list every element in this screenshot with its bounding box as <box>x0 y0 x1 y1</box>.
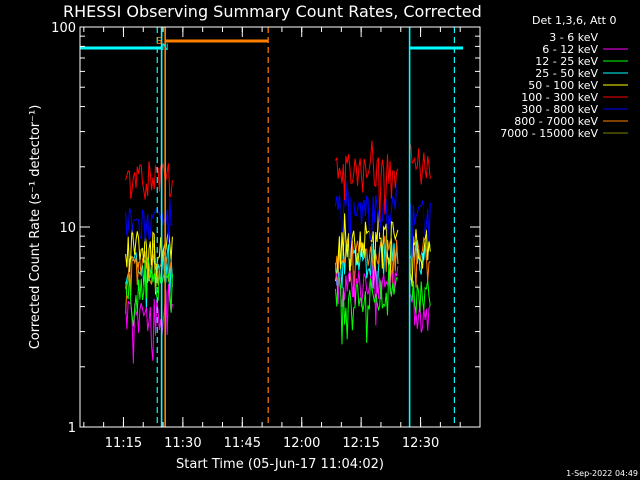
series-trace <box>335 181 399 259</box>
x-tick-label: 11:30 <box>164 436 201 451</box>
legend-label: 100 - 300 keV <box>521 91 598 104</box>
x-tick-label: 11:15 <box>105 436 142 451</box>
chart-title: RHESSI Observing Summary Count Rates, Co… <box>63 2 482 21</box>
y-tick-label: 1 <box>68 421 76 436</box>
x-tick-label: 11:45 <box>224 436 261 451</box>
status-flag: S <box>156 36 162 47</box>
legend-label: 3 - 6 keV <box>549 31 598 44</box>
legend-label: 12 - 25 keV <box>535 55 598 68</box>
legend-label: 800 - 7000 keV <box>514 115 598 128</box>
legend-label: 7000 - 15000 keV <box>500 127 598 140</box>
x-axis-label: Start Time (05-Jun-17 11:04:02) <box>176 457 384 472</box>
series-trace <box>410 229 431 287</box>
x-axis: 11:15 11:30 11:45 12:00 12:15 12:30 <box>83 27 461 451</box>
plot-timestamp: 1-Sep-2022 04:49 <box>566 469 638 478</box>
legend-label: 50 - 100 keV <box>528 79 598 92</box>
y-axis: 1 10 100 <box>51 21 480 436</box>
series-trace <box>335 211 399 289</box>
x-tick-label: 12:15 <box>342 436 379 451</box>
legend-title: Det 1,3,6, Att 0 <box>532 14 616 27</box>
x-tick-label: 12:30 <box>402 436 439 451</box>
plot-area: SN <box>80 27 464 427</box>
series-trace <box>335 264 399 345</box>
series-trace <box>410 200 431 258</box>
series-trace <box>410 280 431 315</box>
series-trace <box>410 177 431 228</box>
legend-label: 25 - 50 keV <box>535 67 598 80</box>
status-flag: N <box>162 43 169 53</box>
series-trace <box>410 288 431 333</box>
x-tick-label: 12:00 <box>283 436 320 451</box>
series-trace <box>335 261 399 326</box>
y-axis-label: Corrected Count Rate (s⁻¹ detector⁻¹) <box>28 105 43 350</box>
series-trace <box>410 144 431 185</box>
y-tick-label: 10 <box>59 221 76 236</box>
y-tick-label: 100 <box>51 21 76 36</box>
series-trace <box>335 140 399 223</box>
legend-label: 300 - 800 keV <box>521 103 598 116</box>
legend-label: 6 - 12 keV <box>542 43 598 56</box>
series-trace <box>410 234 431 288</box>
